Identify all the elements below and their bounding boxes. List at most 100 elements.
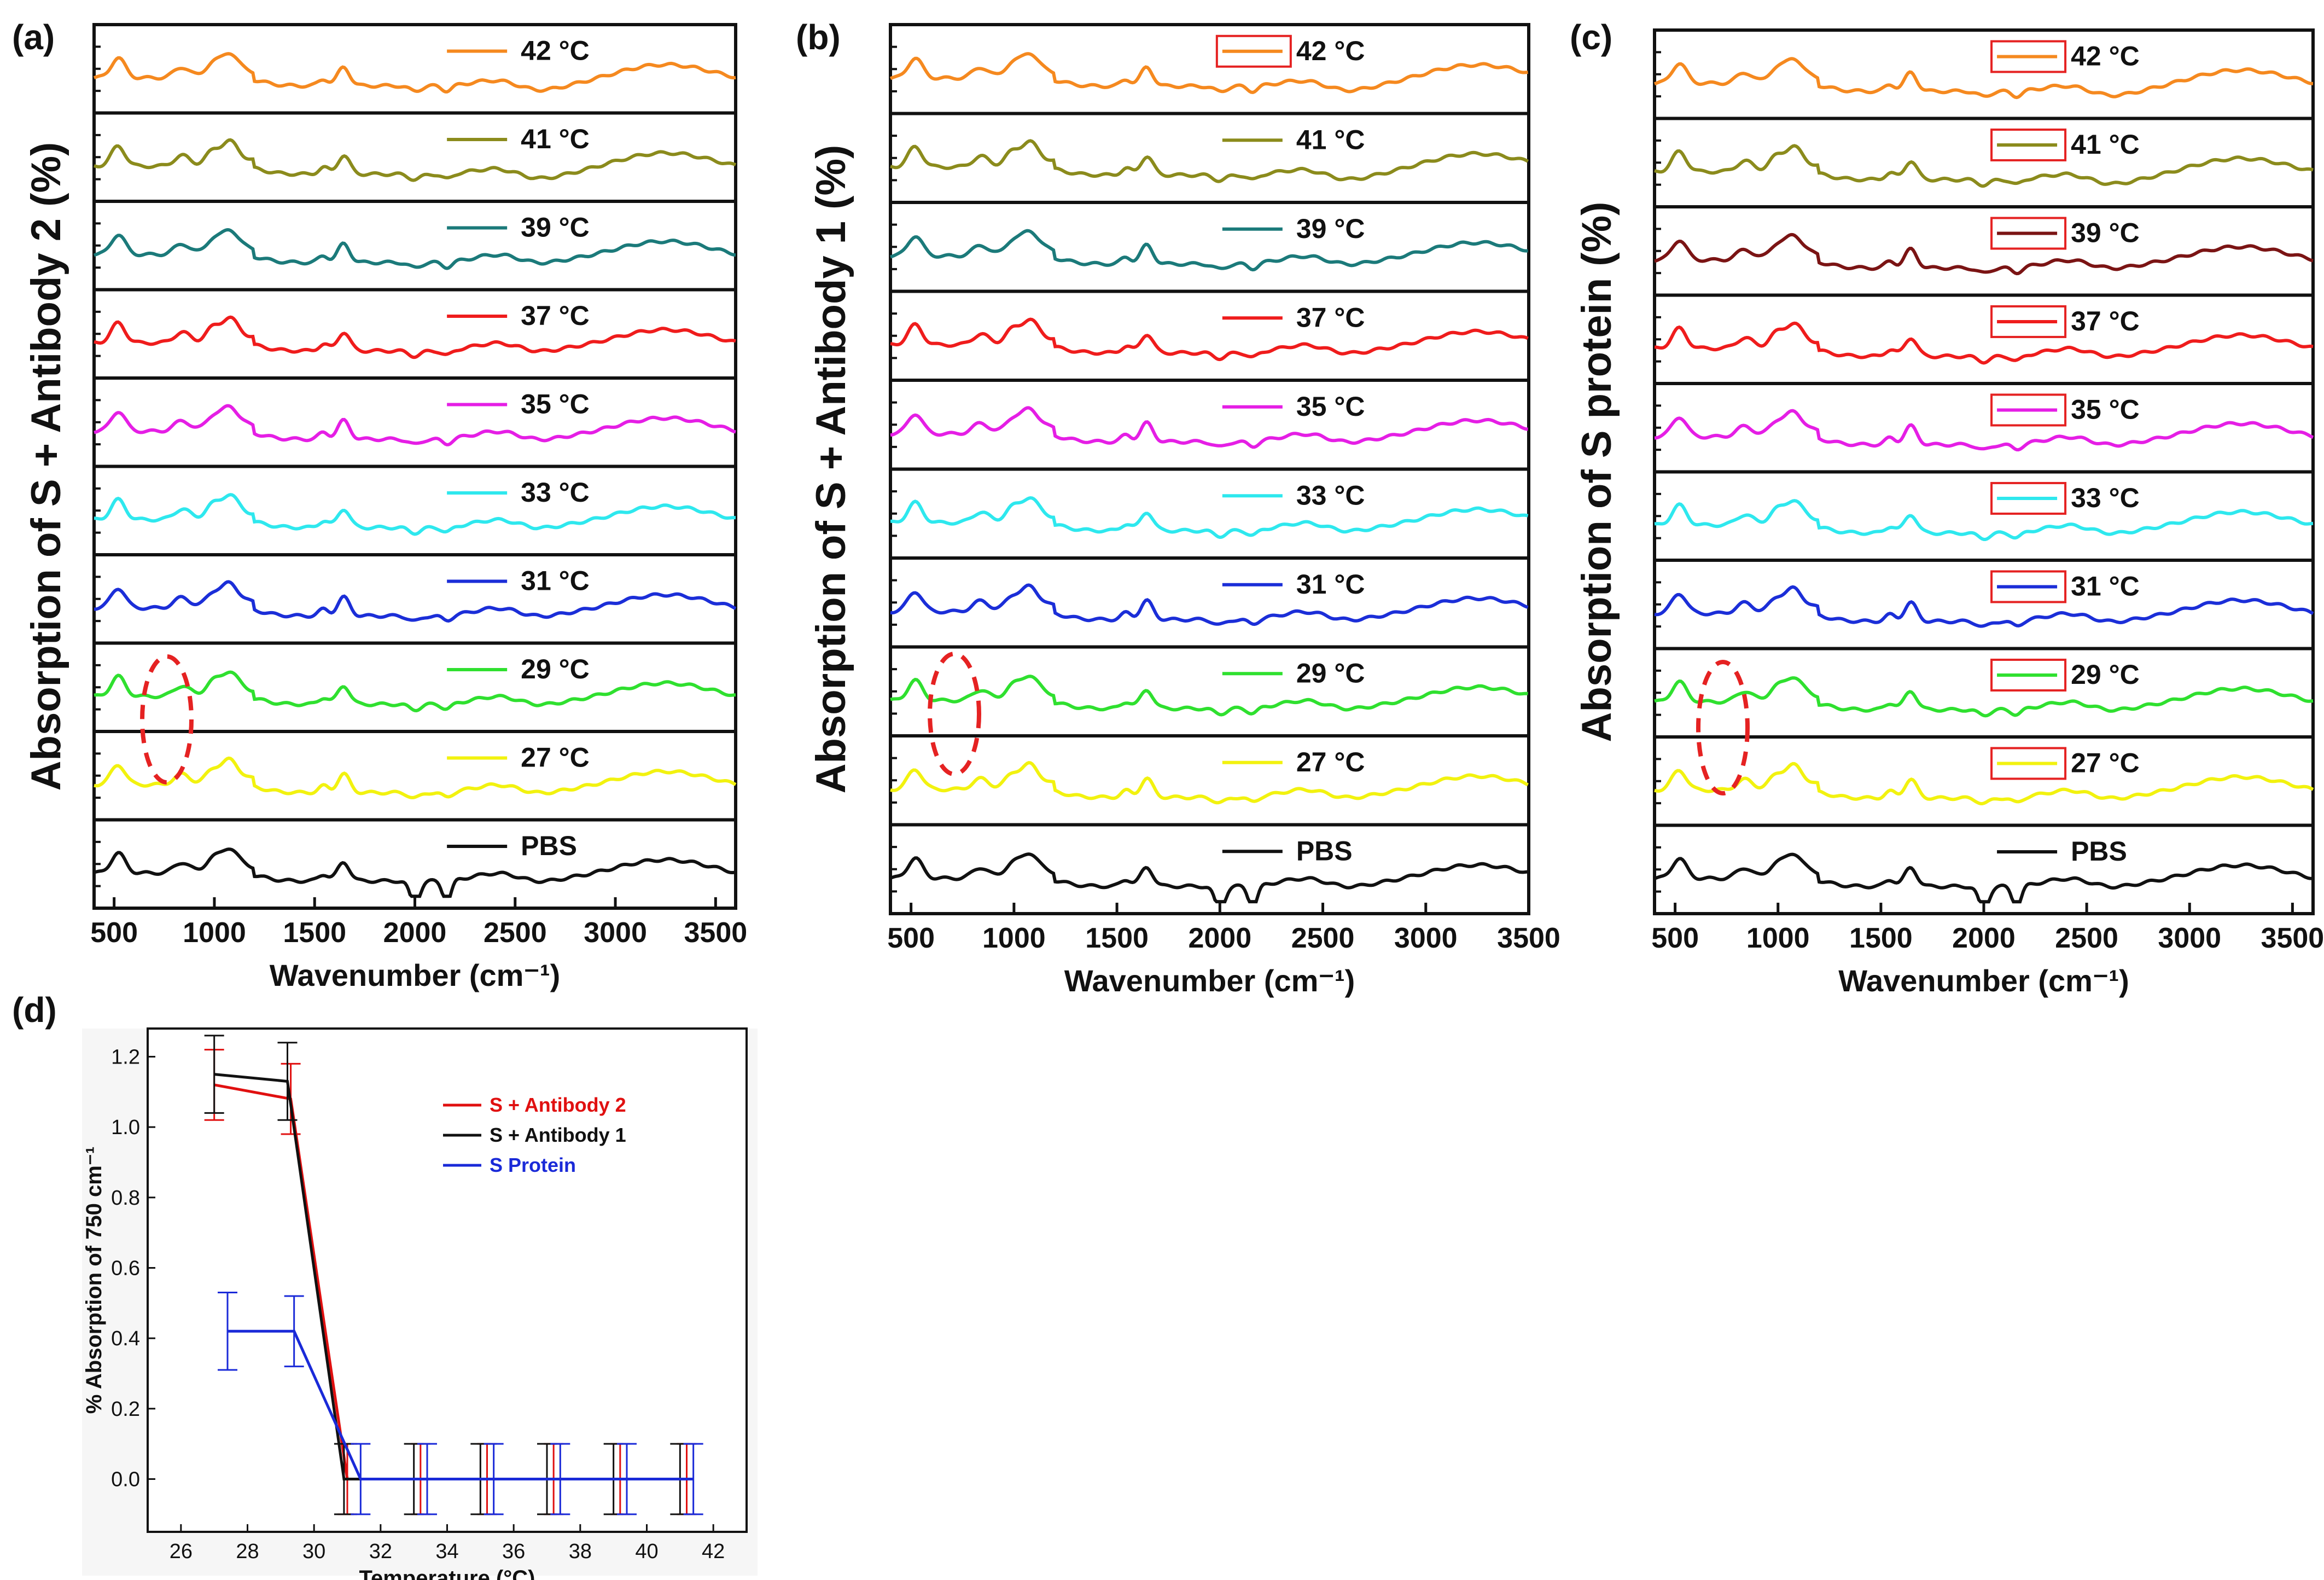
legend-label: 33 °C: [521, 477, 590, 508]
x-tick-label: 3500: [684, 917, 748, 949]
highlight-box: [1990, 217, 2067, 250]
x-tick-label: 3500: [1497, 922, 1560, 954]
y-tick-label: 0.8: [111, 1187, 140, 1210]
legend-label: 39 °C: [2071, 217, 2140, 248]
spectrum-line: [1654, 144, 2314, 188]
legend-label: S Protein: [490, 1154, 576, 1176]
legend-label: 29 °C: [521, 654, 590, 684]
spectrum-line: [94, 847, 736, 898]
legend-label: 39 °C: [521, 212, 590, 242]
legend-label: 29 °C: [1296, 658, 1365, 688]
x-tick-label: 30: [302, 1540, 325, 1563]
spectrum-line: [1654, 585, 2314, 628]
legend-label: 27 °C: [2071, 747, 2140, 778]
spectrum-line: [94, 670, 736, 713]
x-axis-label: Temperature (°C): [359, 1566, 535, 1580]
legend-label: 29 °C: [2071, 659, 2140, 690]
x-tick-label: 26: [170, 1540, 193, 1563]
x-tick-label: 2500: [484, 917, 547, 949]
spectrum-line: [890, 406, 1528, 449]
legend-label: 42 °C: [521, 35, 590, 66]
spectrum-line: [890, 852, 1528, 904]
highlight-box: [1990, 570, 2067, 603]
spectrum-line: [94, 138, 737, 182]
dashed-ellipse: [1696, 660, 1750, 795]
highlight-box: [1990, 658, 2067, 692]
spectrum-line: [890, 675, 1528, 717]
legend-label: 37 °C: [1296, 302, 1365, 333]
y-tick-label: 0.6: [111, 1257, 140, 1280]
legend-label: 37 °C: [2071, 306, 2140, 336]
x-tick-label: 1000: [1746, 922, 1810, 954]
spectrum-line: [93, 228, 736, 270]
highlight-box: [1215, 34, 1292, 68]
x-tick-label: 500: [887, 922, 935, 954]
spectrum-line: [890, 229, 1528, 272]
panel-label: (a): [12, 18, 55, 57]
spectrum-line: [890, 761, 1529, 805]
series-line: [228, 1329, 694, 1480]
panel-label: (c): [1570, 18, 1612, 57]
spectrum-line: [94, 580, 737, 623]
spectrum-line: [94, 493, 736, 536]
legend-label: S + Antibody 1: [490, 1124, 626, 1146]
panel-c: 42 °C 41 °C 39 °C 37 °C 35 °C 33 °C 31 °C 29 °C…: [1570, 18, 2324, 998]
spectrum-line: [1654, 321, 2314, 365]
x-axis-label: Wavenumber (cm⁻¹): [270, 958, 561, 992]
spectrum-line: [1654, 499, 2314, 541]
x-tick-label: 38: [569, 1540, 592, 1563]
legend-label: 42 °C: [1296, 36, 1365, 66]
spectrum-line: [890, 496, 1529, 539]
spectrum-line: [1654, 233, 2314, 276]
panel-b: 42 °C 41 °C 39 °C 37 °C 35 °C 33 °C 31 °C 29 °C…: [796, 18, 1560, 998]
x-tick-label: 3500: [2261, 922, 2324, 954]
x-tick-label: 3000: [584, 917, 647, 949]
spectrum-line: [1654, 676, 2314, 718]
panel-a: 42 °C 41 °C 39 °C 37 °C 35 °C 33 °C 31 °C 29 °C…: [12, 18, 747, 992]
panel-d: 26 28 30 32 34 36 38 40 42 0.0 0.2 0.4 0.6 0.8 1.0 1.2 T…: [12, 990, 758, 1580]
highlight-box: [1990, 481, 2067, 515]
x-tick-label: 42: [702, 1540, 725, 1563]
x-tick-label: 2000: [383, 917, 447, 949]
legend-label: PBS: [2071, 836, 2127, 867]
y-tick-label: 0.4: [111, 1327, 140, 1350]
legend-label: 35 °C: [2071, 394, 2140, 425]
spectrum-line: [1653, 852, 2314, 904]
spectrum-line: [889, 52, 1528, 94]
legend-label: 27 °C: [521, 742, 590, 772]
legend-label: 33 °C: [1296, 480, 1365, 510]
highlight-box: [1990, 393, 2067, 427]
highlight-box: [1990, 305, 2067, 338]
y-tick-label: 1.2: [111, 1045, 140, 1068]
x-tick-label: 2500: [2055, 922, 2118, 954]
plot-frame: [147, 1027, 748, 1533]
y-axis-label: Absorption of S protein (%): [1574, 202, 1620, 742]
x-tick-label: 2000: [1188, 922, 1251, 954]
x-tick-label: 36: [502, 1540, 525, 1563]
highlight-box: [1990, 40, 2067, 73]
highlight-box: [1990, 128, 2067, 161]
legend-label: 35 °C: [1296, 391, 1365, 422]
x-tick-label: 3000: [2158, 922, 2221, 954]
spectrum-line: [1654, 409, 2314, 452]
spectrum-line: [1654, 762, 2314, 806]
panel-label: (b): [796, 18, 841, 57]
x-tick-label: 2000: [1952, 922, 2016, 954]
legend-label: 41 °C: [2071, 129, 2140, 160]
spectrum-line: [890, 583, 1529, 626]
dashed-ellipse: [140, 654, 194, 785]
x-tick-label: 1500: [283, 917, 346, 949]
x-tick-label: 500: [1651, 922, 1699, 954]
x-tick-label: 32: [369, 1540, 392, 1563]
legend-label: 31 °C: [1296, 569, 1365, 600]
x-tick-label: 40: [635, 1540, 658, 1563]
legend-label: 35 °C: [521, 388, 590, 419]
dashed-ellipse: [928, 652, 981, 776]
spectrum-line: [890, 139, 1529, 183]
x-tick-label: 28: [236, 1540, 259, 1563]
spectrum-line: [890, 317, 1529, 362]
legend-label: 31 °C: [2071, 571, 2140, 601]
spectrum-line: [1653, 57, 2314, 100]
y-tick-label: 0.0: [111, 1468, 140, 1491]
